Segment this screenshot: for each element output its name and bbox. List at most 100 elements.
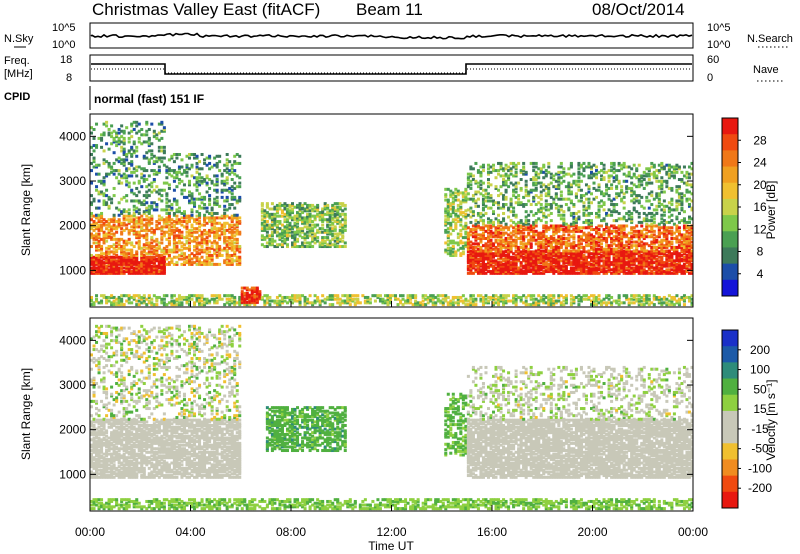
power-cell [243,291,247,295]
power-cell [137,165,141,169]
power-cell [451,191,455,195]
power-cell [213,236,217,240]
power-cell [137,122,141,126]
power-cell [132,228,136,232]
power-cell [296,218,300,222]
power-cell [579,194,583,198]
power-cell [557,165,561,169]
power-cell [471,252,475,256]
power-cell [514,238,518,242]
power-cell [132,211,136,215]
power-cell [544,261,548,265]
power-cell [577,226,581,230]
power-cell [449,239,453,243]
power-cell [185,255,189,259]
power-cell [97,199,101,203]
power-cell [451,301,455,305]
power-cell [180,211,184,215]
power-cell [492,268,496,272]
power-cell [466,271,470,275]
power-cell [326,203,330,207]
power-cell [346,297,350,301]
power-cell [589,299,593,303]
power-cell [534,297,538,301]
power-cell [263,214,267,218]
power-cell [95,237,99,241]
power-cell [333,245,337,249]
power-cell [182,220,186,224]
power-cell [333,220,337,224]
power-cell [612,252,616,256]
power-cell [303,295,307,299]
power-cell [544,169,548,173]
power-cell [215,181,219,185]
power-cell [198,261,202,265]
power-cell [595,295,599,299]
power-cell [592,242,596,246]
power-cell [142,236,146,240]
power-cell [569,201,573,205]
power-cell [152,268,156,272]
power-cell [303,220,307,224]
power-cell [454,223,458,227]
power-cell [298,227,302,231]
power-cell [597,170,601,174]
noise-panel: N.Sky 10^5 10^0 10^5 10^0 N.Search [4,22,793,51]
power-cell [411,295,415,299]
power-cell [567,167,571,171]
power-cell [218,234,222,238]
power-cell [147,259,151,263]
power-cell [552,295,556,299]
power-cell [607,257,611,261]
power-cell [459,232,463,236]
power-cell [479,299,483,303]
power-cell [386,299,390,303]
power-cell [147,270,151,274]
power-cell [449,227,453,231]
power-cell [554,252,558,256]
power-cell [120,227,124,231]
power-cell [160,218,164,222]
power-cell [102,192,106,196]
power-cell [552,303,556,307]
power-cell [577,297,581,301]
power-cell [497,295,501,299]
power-cell [238,295,242,299]
power-cell [165,181,169,185]
power-cell [474,252,478,256]
power-cell [288,297,292,301]
power-cell [102,201,106,205]
power-cell [602,208,606,212]
power-cell [313,209,317,213]
power-cell [243,299,247,303]
power-cell [210,241,214,245]
power-cell [587,266,591,270]
power-cell [504,255,508,259]
power-cell [275,245,279,249]
power-cell [524,226,528,230]
power-cell [215,190,219,194]
power-cell [474,233,478,237]
power-cell [562,299,566,303]
power-cell [454,252,458,256]
power-cell [203,216,207,220]
power-cell [519,224,523,228]
power-cell [195,255,199,259]
power-cell [268,216,272,220]
power-cell [147,208,151,212]
power-cell [502,270,506,274]
power-cell [95,262,99,266]
power-cell [177,167,181,171]
power-cell [215,255,219,259]
power-cell [607,294,611,298]
power-cell [155,248,159,252]
power-cell [155,257,159,261]
power-cell [283,239,287,243]
power-cell [449,252,453,256]
power-cell [537,259,541,263]
power-cell [167,204,171,208]
power-cell [225,170,229,174]
power-cell [348,295,352,299]
power-cell [107,197,111,201]
power-cell [383,301,387,305]
